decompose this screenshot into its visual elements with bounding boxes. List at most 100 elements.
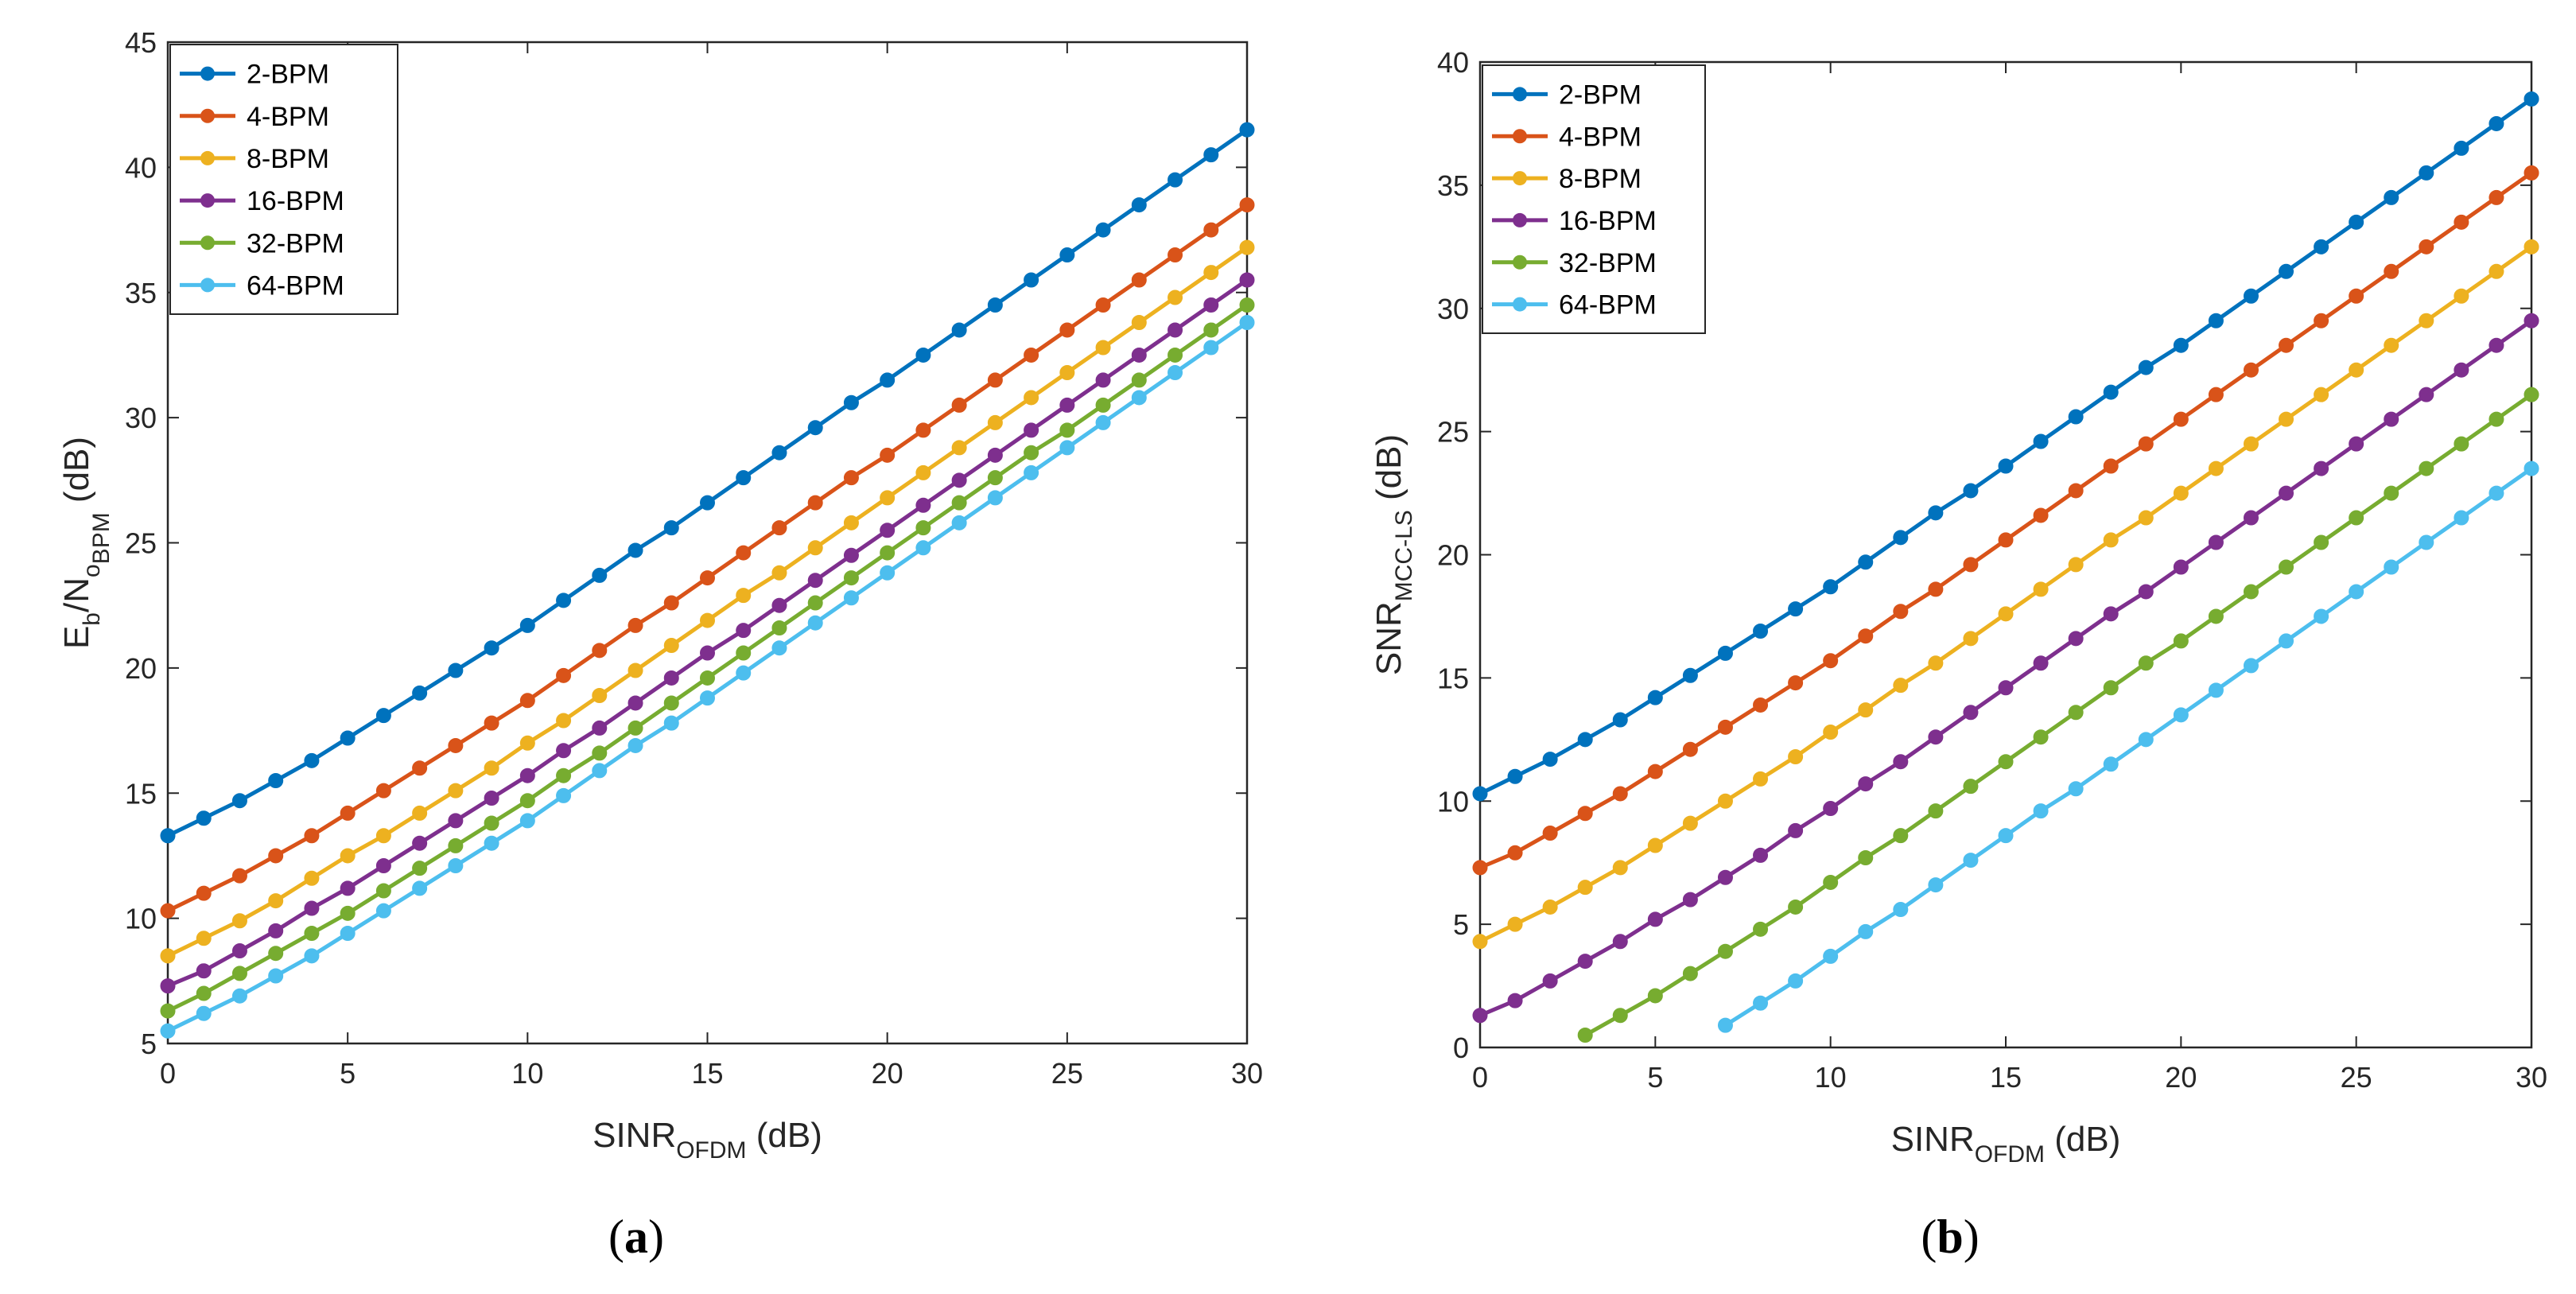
data-point [2068,557,2084,573]
data-point [1507,845,1523,861]
data-point [1059,364,1075,380]
data-point [304,752,320,768]
data-point [1239,197,1255,213]
data-point [1095,397,1111,413]
data-point [2384,559,2399,575]
data-point [1059,422,1075,438]
data-point [1577,1028,1593,1043]
data-point [2489,485,2504,501]
y-axis-label-sub-b: b [79,612,105,626]
data-point [1753,771,1769,787]
x-tick-label: 10 [511,1057,543,1090]
series-16-BPM [1472,313,2539,1024]
data-point [627,737,643,753]
data-point [1788,822,1804,838]
data-point [1507,916,1523,932]
legend-swatch-marker [1513,255,1527,270]
data-point [2033,433,2049,449]
data-point [1577,732,1593,748]
y-tick-label: 5 [1453,908,1469,941]
y-tick-label: 20 [125,652,157,685]
data-point [592,745,608,761]
data-point [915,520,931,536]
data-point [160,1023,176,1039]
data-point [2419,534,2434,550]
data-point [340,905,356,921]
data-point [807,573,823,589]
legend-entry-label: 16-BPM [247,186,344,216]
data-point [2349,510,2364,526]
data-point [771,445,787,460]
legend-entry-label: 2-BPM [1559,80,1642,110]
data-point [1717,1017,1733,1033]
data-point [1203,147,1219,163]
data-point [268,946,284,962]
data-point [2208,608,2224,624]
legend-swatch-marker [200,278,215,293]
data-point [1823,948,1839,964]
legend-entry-label: 2-BPM [247,60,329,90]
data-point [1612,934,1628,950]
data-point [484,715,499,731]
data-point [1998,458,2014,474]
legend-entry-label: 64-BPM [1559,290,1657,321]
data-point [1024,347,1039,363]
legend-swatch-marker [200,108,215,123]
data-point [1239,122,1255,138]
data-point [340,848,356,864]
data-point [375,858,391,874]
legend-swatch-marker [200,193,215,208]
y-axis-label-subscript: MCC-LS [1391,510,1417,601]
data-point [448,858,464,874]
data-point [663,695,679,711]
data-point [412,861,428,876]
data-point [556,593,572,608]
series-2-BPM [1472,91,2539,802]
data-point [375,828,391,844]
legend-swatch-marker [200,150,215,165]
data-point [448,737,464,753]
data-point [915,347,931,363]
data-point [1507,768,1523,784]
caption-letter: b [1937,1210,1963,1263]
data-point [915,497,931,513]
data-point [2454,510,2469,526]
data-point [987,490,1003,506]
data-point [2033,803,2049,819]
data-point [663,595,679,611]
data-point [1507,993,1523,1008]
data-point [736,623,752,639]
data-point [1612,712,1628,728]
y-axis-label: Eb/NoBPM (dB) [57,437,115,649]
data-point [1203,340,1219,356]
data-point [1577,880,1593,896]
data-point [700,570,715,586]
x-tick-label: 20 [872,1057,903,1090]
data-point [627,720,643,736]
data-point [556,787,572,803]
data-point [2419,460,2434,476]
data-point [2138,436,2154,452]
data-point [160,828,176,844]
data-point [2208,313,2224,328]
x-tick-label: 5 [1647,1061,1663,1094]
data-point [1858,923,1874,939]
data-point [2068,409,2084,425]
data-point [951,472,967,488]
series-32-BPM [160,297,1255,1019]
data-point [1239,297,1255,313]
legend-entry-label: 16-BPM [1559,206,1657,236]
data-point [1682,815,1698,831]
data-point [627,663,643,678]
data-point [1717,645,1733,661]
data-point [1168,364,1183,380]
data-point [519,767,535,783]
data-point [1472,934,1488,950]
data-point [2138,510,2154,526]
data-point [304,870,320,886]
data-point [448,837,464,853]
data-point [1647,837,1663,853]
data-point [736,588,752,604]
data-point [160,978,176,994]
